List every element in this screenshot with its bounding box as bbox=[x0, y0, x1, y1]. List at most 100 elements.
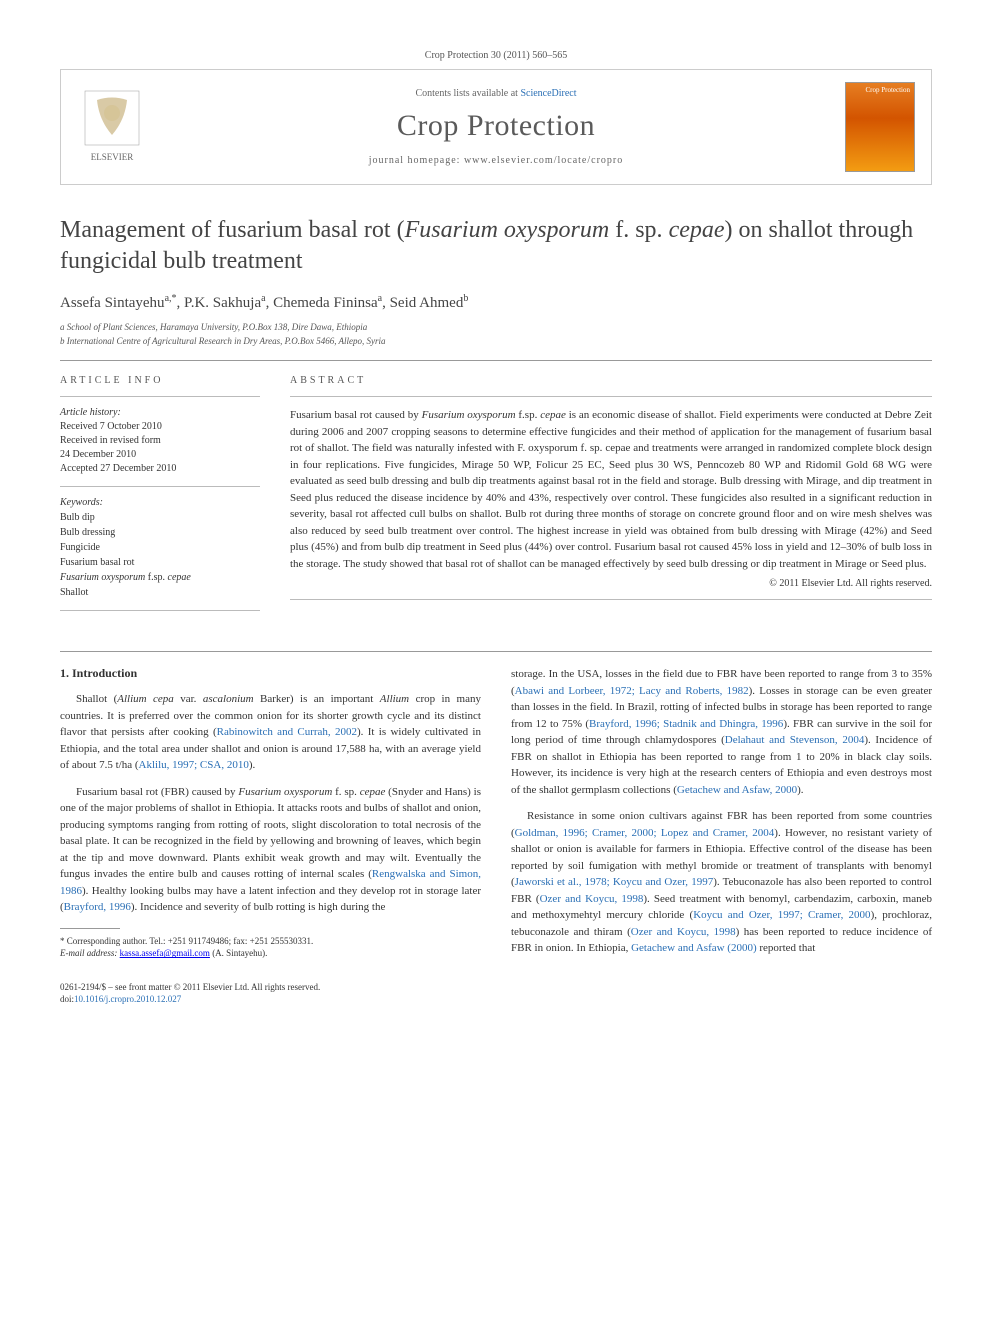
author-3: , Chemeda Fininsa bbox=[266, 295, 378, 311]
ref-rabinowitch[interactable]: Rabinowitch and Currah, 2002 bbox=[217, 726, 357, 738]
p1-m1: var. bbox=[174, 693, 203, 705]
ref-ozer2[interactable]: Ozer and Koycu, 1998 bbox=[631, 926, 736, 938]
title-pre: Management of fusarium basal rot ( bbox=[60, 217, 405, 243]
header-citation: Crop Protection 30 (2011) 560–565 bbox=[60, 50, 932, 61]
ref-brayford[interactable]: Brayford, 1996 bbox=[64, 901, 131, 913]
title-species: Fusarium oxysporum bbox=[405, 217, 610, 243]
ref-brayford2[interactable]: Brayford, 1996; Stadnik and Dhingra, 199… bbox=[589, 718, 783, 730]
keyword-6: Shallot bbox=[60, 585, 260, 600]
p2-it2: cepae bbox=[360, 786, 386, 798]
rule-mid bbox=[60, 651, 932, 652]
section-1-heading: 1. Introduction bbox=[60, 666, 481, 681]
body-column-right: storage. In the USA, losses in the field… bbox=[511, 666, 932, 967]
keyword-5: Fusarium oxysporum f.sp. cepae bbox=[60, 570, 260, 585]
corresponding-author-footnote: * Corresponding author. Tel.: +251 91174… bbox=[60, 935, 481, 948]
para-1: Shallot (Allium cepa var. ascalonium Bar… bbox=[60, 691, 481, 774]
elsevier-logo: ELSEVIER bbox=[77, 85, 147, 170]
keyword-3: Fungicide bbox=[60, 540, 260, 555]
ref-goldman[interactable]: Goldman, 1996; Cramer, 2000; Lopez and C… bbox=[515, 827, 775, 839]
p3-end: ). bbox=[797, 784, 803, 796]
ref-ozer[interactable]: Ozer and Koycu, 1998 bbox=[540, 893, 644, 905]
svg-text:ELSEVIER: ELSEVIER bbox=[91, 152, 134, 162]
ref-delahaut[interactable]: Delahaut and Stevenson, 2004 bbox=[725, 734, 865, 746]
ref-koycu[interactable]: Koycu and Ozer, 1997; Cramer, 2000 bbox=[693, 909, 870, 921]
homepage-prefix: journal homepage: bbox=[369, 155, 464, 166]
p2-body: (Snyder and Hans) is one of the major pr… bbox=[60, 786, 481, 881]
p1-m2: Barker) is an important bbox=[254, 693, 380, 705]
p2-it1: Fusarium oxysporum bbox=[238, 786, 332, 798]
p1-pre: Shallot ( bbox=[76, 693, 117, 705]
kw-italic1: Fusarium oxysporum bbox=[60, 572, 145, 583]
email-link[interactable]: kassa.assefa@gmail.com bbox=[120, 948, 210, 958]
abs-mid1: f.sp. bbox=[516, 409, 541, 421]
accepted-date: Accepted 27 December 2010 bbox=[60, 462, 260, 476]
footnote-separator bbox=[60, 928, 120, 929]
ref-jaworski[interactable]: Jaworski et al., 1978; Koycu and Ozer, 1… bbox=[515, 876, 714, 888]
author-4: , Seid Ahmed bbox=[382, 295, 463, 311]
ref-getachew[interactable]: Getachew and Asfaw, 2000 bbox=[677, 784, 797, 796]
doi-label: doi: bbox=[60, 994, 74, 1004]
header-top-row: ELSEVIER Contents lists available at Sci… bbox=[77, 82, 915, 172]
abstract-heading: ABSTRACT bbox=[290, 375, 932, 386]
keyword-4: Fusarium basal rot bbox=[60, 555, 260, 570]
abs-body: is an economic disease of shallot. Field… bbox=[290, 409, 932, 570]
info-sep-3 bbox=[60, 610, 260, 611]
email-label: E-mail address: bbox=[60, 948, 117, 958]
sciencedirect-link[interactable]: ScienceDirect bbox=[520, 88, 576, 99]
author-1: Assefa Sintayehu bbox=[60, 295, 165, 311]
info-sep-2 bbox=[60, 486, 260, 487]
body-columns: 1. Introduction Shallot (Allium cepa var… bbox=[60, 666, 932, 967]
p1-it2: ascalonium bbox=[203, 693, 254, 705]
doi-link[interactable]: 10.1016/j.cropro.2010.12.027 bbox=[74, 994, 181, 1004]
ref-abawi[interactable]: Abawi and Lorbeer, 1972; Lacy and Robert… bbox=[515, 685, 749, 697]
ref-getachew2[interactable]: Getachew and Asfaw (2000) bbox=[631, 942, 757, 954]
ref-aklilu[interactable]: Aklilu, 1997; CSA, 2010 bbox=[139, 759, 249, 771]
journal-name: Crop Protection bbox=[147, 109, 845, 143]
title-species2: cepae bbox=[669, 217, 725, 243]
body-column-left: 1. Introduction Shallot (Allium cepa var… bbox=[60, 666, 481, 967]
affiliation-b: b International Centre of Agricultural R… bbox=[60, 336, 932, 346]
abs-pre: Fusarium basal rot caused by bbox=[290, 409, 422, 421]
homepage-url: www.elsevier.com/locate/cropro bbox=[464, 155, 623, 166]
abstract-sep bbox=[290, 396, 932, 397]
header-center: Contents lists available at ScienceDirec… bbox=[147, 88, 845, 166]
abs-it1: Fusarium oxysporum bbox=[422, 409, 516, 421]
para-3: storage. In the USA, losses in the field… bbox=[511, 666, 932, 798]
article-info-column: ARTICLE INFO Article history: Received 7… bbox=[60, 375, 260, 621]
abstract-sep-bottom bbox=[290, 599, 932, 600]
copyright-line: © 2011 Elsevier Ltd. All rights reserved… bbox=[290, 578, 932, 589]
p2-m1: f. sp. bbox=[332, 786, 359, 798]
abstract-text: Fusarium basal rot caused by Fusarium ox… bbox=[290, 407, 932, 572]
journal-cover-thumbnail: Crop Protection bbox=[845, 82, 915, 172]
authors-line: Assefa Sintayehua,*, P.K. Sakhujaa, Chem… bbox=[60, 293, 932, 312]
rule-top bbox=[60, 360, 932, 361]
footer-info: 0261-2194/$ – see front matter © 2011 El… bbox=[60, 981, 932, 1006]
contents-prefix: Contents lists available at bbox=[415, 88, 520, 99]
contents-available-line: Contents lists available at ScienceDirec… bbox=[147, 88, 845, 99]
p2-pre: Fusarium basal rot (FBR) caused by bbox=[76, 786, 238, 798]
author-4-sup: b bbox=[463, 293, 468, 304]
p1-it3: Allium bbox=[380, 693, 409, 705]
history-label: Article history: bbox=[60, 407, 260, 418]
journal-homepage-line: journal homepage: www.elsevier.com/locat… bbox=[147, 155, 845, 166]
issn-line: 0261-2194/$ – see front matter © 2011 El… bbox=[60, 981, 932, 994]
kw-mid: f.sp. bbox=[145, 572, 167, 583]
para-2: Fusarium basal rot (FBR) caused by Fusar… bbox=[60, 784, 481, 916]
info-abstract-row: ARTICLE INFO Article history: Received 7… bbox=[60, 375, 932, 621]
info-sep-1 bbox=[60, 396, 260, 397]
author-1-sup: a,* bbox=[165, 293, 177, 304]
keywords-label: Keywords: bbox=[60, 497, 260, 508]
article-title: Management of fusarium basal rot (Fusari… bbox=[60, 215, 932, 277]
journal-cover-text: Crop Protection bbox=[865, 87, 910, 95]
doi-line: doi:10.1016/j.cropro.2010.12.027 bbox=[60, 993, 932, 1006]
article-info-heading: ARTICLE INFO bbox=[60, 375, 260, 386]
revised-line2: 24 December 2010 bbox=[60, 448, 260, 462]
abstract-column: ABSTRACT Fusarium basal rot caused by Fu… bbox=[290, 375, 932, 621]
received-date: Received 7 October 2010 bbox=[60, 420, 260, 434]
email-footnote: E-mail address: kassa.assefa@gmail.com (… bbox=[60, 947, 481, 960]
p4-end: reported that bbox=[757, 942, 816, 954]
page-container: Crop Protection 30 (2011) 560–565 ELSEVI… bbox=[0, 0, 992, 1056]
p1-it1: Allium cepa bbox=[117, 693, 174, 705]
p2-end: ). Incidence and severity of bulb rottin… bbox=[131, 901, 385, 913]
keyword-1: Bulb dip bbox=[60, 510, 260, 525]
